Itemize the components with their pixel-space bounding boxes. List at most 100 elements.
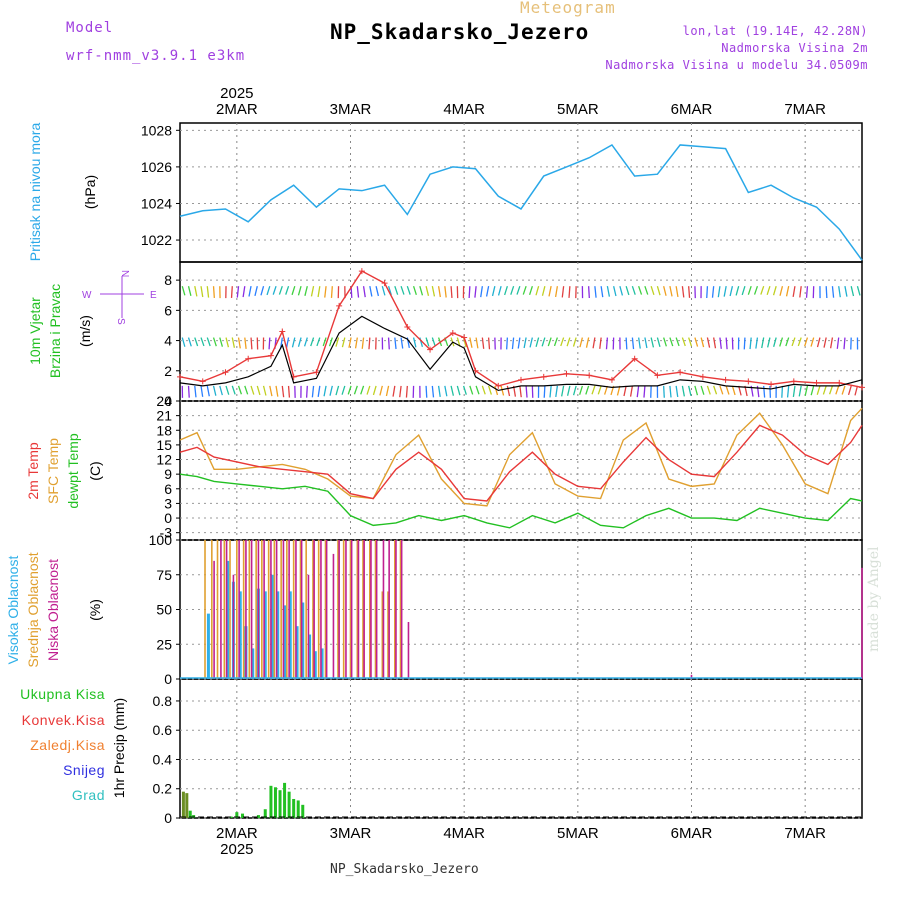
ytick-label-p3: 24 [156, 393, 172, 409]
wind-arrow [761, 337, 765, 349]
wind-arrow [194, 337, 199, 347]
wind-arrow [212, 337, 217, 347]
wind-gust-marker [336, 302, 343, 309]
bottom-tick-label: 7MAR [784, 825, 826, 842]
wind-arrow [361, 337, 365, 349]
wind-arrow [437, 385, 441, 397]
wind-gust-marker [199, 378, 206, 385]
wind-arrow [841, 385, 846, 395]
low-cloud-axis-title: Niska Oblacnost [45, 559, 61, 661]
wind-arrow [285, 337, 290, 349]
precip-snow-label: Snijeg [63, 762, 105, 778]
wind-arrow [663, 286, 667, 296]
top-tick-label: 7MAR [784, 101, 826, 118]
wind-arrow [256, 385, 261, 396]
panel-frame-3 [179, 400, 863, 541]
wind-arrow [399, 385, 402, 398]
wind-arrow [341, 385, 346, 395]
wind-arrow [392, 385, 396, 397]
ytick-label-p2: 2 [164, 363, 172, 379]
wind-arrow [638, 337, 641, 349]
wind-arrow [369, 286, 373, 297]
wind-arrow [487, 337, 491, 350]
ytick-label-p4: 75 [156, 567, 172, 583]
wind-arrow [816, 385, 821, 395]
wind-arrow [566, 337, 571, 347]
page-title: NP_Skadarsko_Jezero [330, 20, 590, 44]
wind-arrow [822, 385, 827, 395]
wind-arrow [760, 285, 765, 295]
ytick-label-p3: 15 [156, 437, 172, 453]
wind-arrow [585, 337, 590, 348]
wind-arrow [366, 385, 371, 395]
wind-arrow [287, 385, 291, 398]
wind-arrow [225, 385, 230, 395]
precip-total-bar [188, 810, 192, 818]
temp-sfc-line [179, 407, 863, 507]
wind-arrow [431, 337, 436, 347]
wind-arrow [804, 385, 809, 396]
wind-arrow [838, 286, 841, 298]
wind-arrow [625, 285, 630, 296]
precip-strat-label: Zaledj.Kisa [30, 737, 105, 753]
wind-arrow [785, 286, 790, 297]
cloud-unit: (%) [87, 599, 103, 621]
wind-arrow [747, 285, 752, 295]
wind-gust-marker [495, 382, 502, 389]
top-year-label: 2025 [220, 85, 253, 102]
footer-station: NP_Skadarsko_Jezero [330, 862, 479, 877]
wind-arrow [644, 285, 649, 295]
bottom-tick-label: 3MAR [330, 825, 372, 842]
wind-arrow [200, 286, 204, 298]
wind-gust-marker [449, 330, 456, 337]
wind-arrow [587, 286, 590, 299]
wind-arrow [525, 385, 528, 398]
wind-gust-marker [313, 369, 320, 376]
wind-arrow [206, 286, 210, 298]
ytick-label-p2: 0 [164, 393, 172, 409]
wind-gust-marker [813, 379, 820, 386]
model-label: Model [66, 20, 114, 36]
wind-gust-marker [381, 280, 388, 287]
wind-arrow [688, 385, 692, 396]
wind-gust-marker [222, 369, 229, 376]
wind-arrow [717, 286, 721, 298]
ytick-label-p3: 18 [156, 422, 172, 438]
wind-arrow [187, 385, 190, 398]
wind-arrow [619, 286, 624, 296]
ytick-label-p3: 6 [164, 481, 172, 497]
wind-arrow [675, 286, 679, 298]
wind-arrow [250, 385, 255, 395]
precip-unit: 1hr Precip (mm) [111, 698, 127, 798]
wind-arrow [237, 337, 241, 349]
ytick-label-p4: 100 [149, 532, 173, 548]
wind-arrow [856, 286, 861, 296]
wind-arrow [850, 286, 855, 297]
wind-arrow [200, 385, 204, 397]
wind-arrow [297, 337, 302, 347]
wind-arrow [368, 337, 371, 350]
wind-arrow [554, 286, 559, 298]
wind-arrow [579, 385, 584, 395]
wind-arrow [491, 286, 496, 297]
wind-arrow [568, 286, 571, 298]
wind-arrow [555, 385, 559, 397]
wind-arrow [831, 286, 835, 298]
precip-total-bar [301, 804, 305, 818]
precip-total-bar [283, 782, 287, 818]
compass-w: W [82, 290, 92, 301]
high-cloud-axis-title: Visoka Oblacnost [5, 556, 21, 665]
wind-arrow [700, 337, 705, 348]
precip-total-bar [185, 793, 189, 818]
wind-arrow [230, 286, 233, 299]
wind-arrow [278, 285, 283, 295]
wind-arrow [387, 337, 390, 350]
wind-arrow [335, 337, 340, 347]
wind-arrow [412, 337, 417, 348]
wind-arrow [304, 286, 308, 296]
wind-arrow [597, 385, 602, 395]
wind-arrow [356, 286, 360, 298]
wind-arrow [347, 385, 352, 395]
wind-arrow [500, 385, 505, 396]
temp-unit: (C) [87, 461, 103, 480]
